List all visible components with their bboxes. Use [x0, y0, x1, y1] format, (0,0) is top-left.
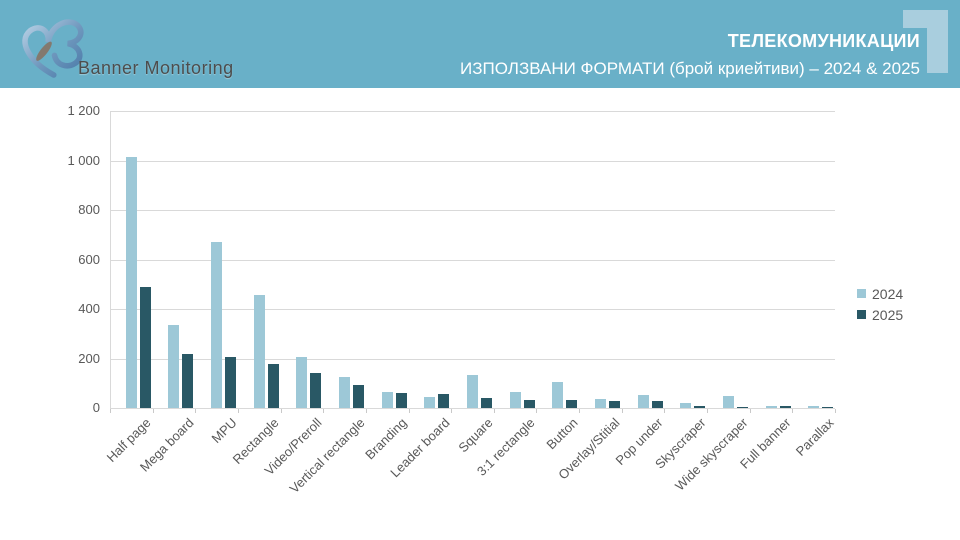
x-axis-label: Vertical rectangle — [286, 415, 368, 497]
bar-2025 — [438, 394, 450, 408]
bar-2025 — [481, 398, 492, 408]
bar-2024 — [424, 397, 436, 408]
y-axis-label: 0 — [92, 400, 100, 415]
bar-2024 — [381, 392, 393, 408]
bar-2025 — [182, 354, 194, 408]
bar-2024 — [467, 375, 478, 408]
bar-2024 — [253, 295, 265, 408]
bar-2025 — [139, 287, 151, 408]
bar-2024 — [125, 157, 137, 408]
corner-decoration-icon — [903, 10, 948, 73]
legend-label: 2024 — [872, 285, 904, 302]
bar-2025 — [267, 364, 279, 408]
x-axis-tick — [536, 409, 538, 413]
y-axis-label: 400 — [78, 301, 100, 316]
banner-monitoring-logo-icon — [22, 19, 84, 78]
x-axis-label: Square — [454, 415, 496, 456]
bar-2025 — [694, 406, 706, 408]
x-axis-label: Parallax — [792, 415, 837, 459]
bar-2024 — [594, 399, 606, 408]
gridline — [110, 210, 835, 211]
header: Banner Monitoring ТЕЛЕКОМУНИКАЦИИ ИЗПОЛЗ… — [0, 0, 960, 88]
bar-2025 — [736, 407, 748, 408]
x-axis-label: Button — [543, 415, 581, 453]
bar-2025 — [651, 401, 663, 408]
bar-2025 — [566, 400, 578, 408]
y-axis-label: 200 — [78, 350, 100, 366]
x-axis-tick — [323, 409, 325, 413]
bar-2025 — [310, 373, 322, 408]
y-axis-label: 1 200 — [67, 103, 100, 118]
bar-2025 — [608, 401, 620, 408]
gridline — [110, 111, 835, 112]
x-axis-tick — [451, 409, 453, 413]
x-axis-tick — [237, 409, 239, 413]
legend-swatch-icon — [857, 289, 866, 298]
gridline — [110, 358, 835, 360]
page-subtitle: ИЗПОЛЗВАНИ ФОРМАТИ (брой криейтиви) – 20… — [460, 59, 920, 78]
bar-2024 — [765, 406, 777, 408]
bar-2025 — [395, 393, 407, 408]
x-axis-tick — [195, 409, 197, 413]
x-axis-tick — [365, 409, 367, 413]
bar-2024 — [296, 357, 308, 408]
x-axis-tick — [579, 409, 581, 413]
y-axis-line — [110, 111, 111, 408]
gridline — [110, 408, 835, 409]
bar-chart: 0 200 400 600 800 1 000 1 200 Half page Mega boa… — [0, 88, 960, 540]
brand-name: Banner Monitoring — [78, 58, 234, 78]
gridline — [110, 309, 835, 310]
chart-legend: 2024 2025 — [857, 283, 903, 325]
bar-2025 — [822, 407, 834, 408]
x-axis-tick — [835, 409, 836, 413]
legend-item-2025: 2025 — [857, 304, 903, 325]
header-titles: ТЕЛЕКОМУНИКАЦИИ ИЗПОЛЗВАНИ ФОРМАТИ (брой… — [460, 28, 920, 82]
y-axis-label: 1 000 — [67, 152, 100, 168]
x-axis-label: Wide skyscraper — [672, 415, 751, 494]
x-axis-tick — [408, 409, 410, 413]
legend-item-2024: 2024 — [857, 283, 903, 304]
x-axis-tick — [707, 409, 709, 413]
bar-2024 — [339, 377, 351, 408]
x-axis-tick — [110, 409, 111, 413]
bar-2024 — [637, 395, 649, 408]
x-axis-tick — [152, 409, 154, 413]
page-title: ТЕЛЕКОМУНИКАЦИИ — [727, 31, 920, 51]
x-axis-tick — [493, 409, 495, 413]
x-axis-tick — [792, 409, 794, 413]
x-axis-label: MPU — [208, 415, 240, 447]
y-axis-label: 600 — [78, 251, 100, 267]
bar-2024 — [552, 382, 564, 408]
bar-2025 — [225, 357, 237, 408]
legend-label: 2025 — [872, 306, 904, 323]
bar-2025 — [523, 400, 535, 408]
legend-swatch-icon — [857, 310, 866, 319]
bar-2024 — [722, 396, 734, 408]
x-axis-tick — [621, 409, 623, 413]
gridline — [110, 160, 835, 162]
bar-2025 — [353, 385, 365, 408]
bar-2024 — [509, 392, 521, 408]
bar-2025 — [779, 406, 791, 408]
bar-2024 — [168, 325, 180, 408]
x-axis-tick — [749, 409, 751, 413]
bar-2024 — [680, 403, 692, 408]
x-axis-tick — [664, 409, 666, 413]
gridline — [110, 259, 835, 261]
x-axis-tick — [280, 409, 282, 413]
bar-2024 — [211, 242, 223, 408]
y-axis-label: 800 — [78, 202, 100, 217]
bar-2024 — [808, 406, 820, 408]
